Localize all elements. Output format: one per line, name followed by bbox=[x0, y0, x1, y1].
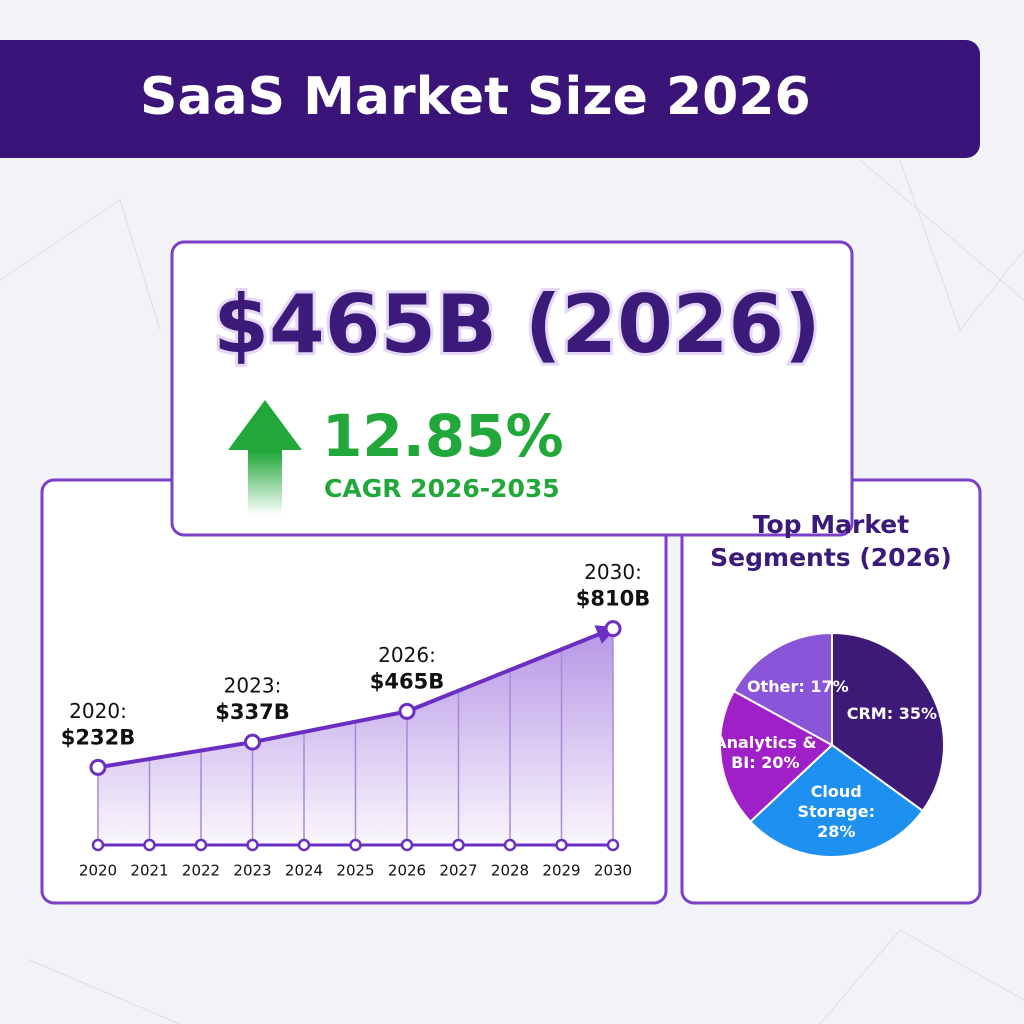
point bbox=[89, 758, 107, 776]
tick-dot bbox=[452, 838, 465, 852]
pie-label: Cloud Storage: 28% bbox=[784, 782, 888, 842]
pie-category: Other: bbox=[746, 677, 805, 697]
x-tick-label: 2027 bbox=[439, 862, 477, 880]
value-label: $337B bbox=[215, 700, 289, 724]
growth-arrow bbox=[228, 400, 302, 515]
pie-value-label: 20% bbox=[761, 753, 800, 773]
pie-category: Cloud Storage: bbox=[797, 782, 875, 822]
pie-value-label: 28% bbox=[817, 822, 856, 842]
value-label: $232B bbox=[61, 725, 135, 749]
point-label: 2026: bbox=[378, 643, 436, 667]
pie-value-label: 17% bbox=[810, 677, 849, 697]
x-tick-label: 2021 bbox=[130, 862, 168, 880]
pie-chart bbox=[719, 631, 945, 858]
tick-dot bbox=[91, 838, 105, 852]
pie-slice bbox=[748, 743, 925, 858]
pie-slice bbox=[831, 631, 945, 813]
pie-category: Analytics & BI: bbox=[714, 733, 817, 773]
value-label: $810B bbox=[576, 587, 650, 611]
x-tick-label: 2028 bbox=[491, 862, 529, 880]
point bbox=[244, 733, 261, 751]
title-bar bbox=[0, 40, 980, 158]
pie-label: CRM: 35% bbox=[840, 704, 944, 724]
tick-dot bbox=[246, 838, 259, 852]
pie-value-label: 35% bbox=[898, 704, 937, 724]
point-label: 2020: bbox=[69, 699, 127, 723]
tick-dot bbox=[606, 838, 620, 852]
growth-label: CAGR 2026-2035 bbox=[324, 474, 560, 503]
pie-slice bbox=[732, 631, 833, 747]
pie-slice bbox=[719, 689, 834, 824]
x-tick-label: 2030 bbox=[594, 862, 632, 880]
headline-value: $465B (2026) bbox=[213, 278, 820, 371]
page-title: SaaS Market Size 2026 bbox=[140, 67, 811, 127]
line bbox=[97, 625, 617, 770]
x-tick-label: 2022 bbox=[182, 862, 220, 880]
x-tick-label: 2029 bbox=[542, 862, 580, 880]
x-tick-label: 2026 bbox=[388, 862, 426, 880]
pie-category: CRM: bbox=[846, 704, 894, 724]
x-tick-label: 2024 bbox=[285, 862, 323, 880]
pie-label: Other: 17% bbox=[746, 677, 850, 697]
tick-dot bbox=[143, 838, 156, 852]
tick-dot bbox=[555, 838, 568, 852]
value-label: $465B bbox=[370, 669, 444, 693]
background-lines bbox=[0, 159, 1024, 1024]
point-label: 2030: bbox=[584, 560, 642, 584]
pie-title: Top Market Segments (2026) bbox=[710, 510, 952, 572]
line-chart: 2020 2021 2022 2023 2024 2025 2026 2027 2028 2029… bbox=[61, 560, 650, 879]
tick-dot bbox=[297, 838, 311, 852]
point bbox=[604, 620, 622, 638]
headline-card bbox=[170, 240, 854, 537]
tick-dot bbox=[503, 838, 517, 852]
tick-dot bbox=[400, 838, 414, 852]
growth-value: 12.85% bbox=[322, 402, 564, 470]
tick-dot bbox=[349, 838, 362, 852]
pie-label: Analytics & BI: 20% bbox=[713, 733, 817, 773]
point-label: 2023: bbox=[224, 674, 282, 698]
x-tick-label: 2023 bbox=[233, 862, 271, 880]
x-tick-label: 2025 bbox=[336, 862, 374, 880]
tick-dot bbox=[194, 838, 208, 852]
x-tick-label: 2020 bbox=[79, 862, 117, 880]
point bbox=[398, 702, 416, 720]
